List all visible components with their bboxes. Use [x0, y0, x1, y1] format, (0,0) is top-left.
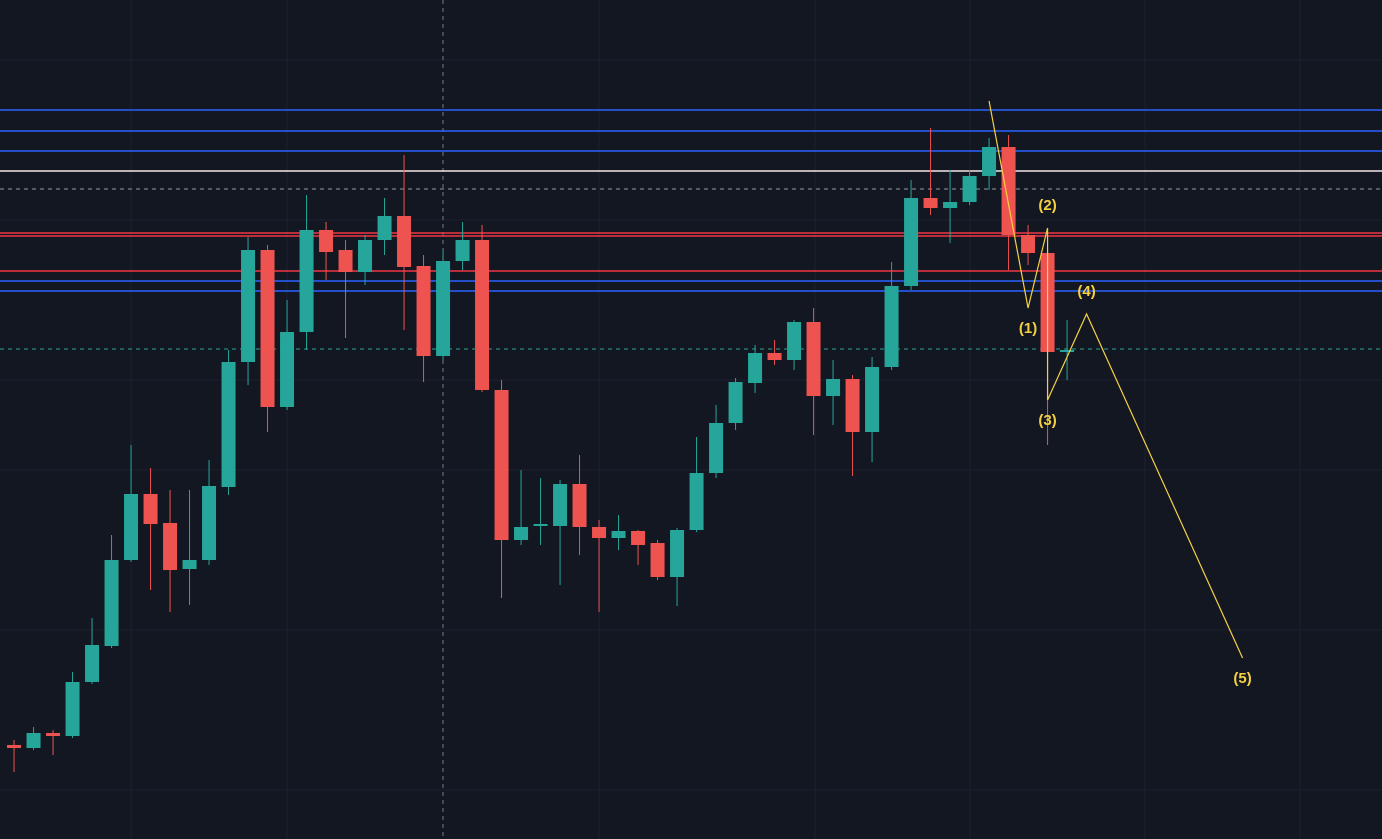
candle-body [221, 362, 236, 487]
candle-body [709, 423, 724, 473]
candle-body [787, 322, 802, 360]
candle-body [338, 250, 353, 272]
candle-body [182, 560, 197, 569]
candle-body [533, 524, 548, 526]
candle-body [806, 322, 821, 396]
candle-body [436, 261, 451, 356]
candle-body [845, 379, 860, 432]
candle-body [943, 202, 958, 208]
candle-body [1060, 350, 1075, 352]
wave-label: (4) [1077, 283, 1095, 300]
candle-body [689, 473, 704, 530]
candle-body [553, 484, 568, 526]
candle-body [982, 147, 997, 176]
wave-label: (5) [1233, 670, 1251, 687]
candle-body [397, 216, 412, 267]
candle-body [299, 230, 314, 332]
candle-body [884, 286, 899, 367]
candle-body [280, 332, 295, 407]
candle-body [631, 531, 646, 545]
wave-label: (2) [1038, 197, 1056, 214]
wave-line [988, 100, 1244, 659]
candle-body [650, 543, 665, 577]
candle-body [475, 240, 490, 390]
candle-body [923, 198, 938, 208]
candle-body [728, 382, 743, 423]
candle-body [514, 527, 529, 540]
candle-body [611, 531, 626, 538]
candle-body [7, 745, 22, 748]
candle-body [260, 250, 275, 407]
candle-body [962, 176, 977, 202]
candle-body [767, 353, 782, 360]
candle-body [85, 645, 100, 682]
candle-body [377, 216, 392, 240]
candle-body [670, 530, 685, 577]
candle-body [202, 486, 217, 560]
candle-body [416, 266, 431, 356]
candle-body [592, 527, 607, 538]
candle-body [124, 494, 139, 560]
candle-body [143, 494, 158, 524]
candle-body [46, 733, 61, 736]
candle-body [748, 353, 763, 383]
candle-body [319, 230, 334, 252]
candle-body [455, 240, 470, 261]
candle-body [358, 240, 373, 272]
candle-body [104, 560, 119, 646]
candle-body [163, 523, 178, 570]
candle-body [26, 733, 41, 748]
wave-label: (1) [1019, 320, 1037, 337]
candle-body [241, 250, 256, 362]
candle-body [65, 682, 80, 736]
candle-body [1001, 147, 1016, 235]
candle-body [865, 367, 880, 432]
candle-body [826, 379, 841, 396]
candle-body [572, 484, 587, 527]
wave-label: (3) [1038, 412, 1056, 429]
candle-body [904, 198, 919, 286]
candle-body [494, 390, 509, 540]
candle-body [1021, 235, 1036, 253]
